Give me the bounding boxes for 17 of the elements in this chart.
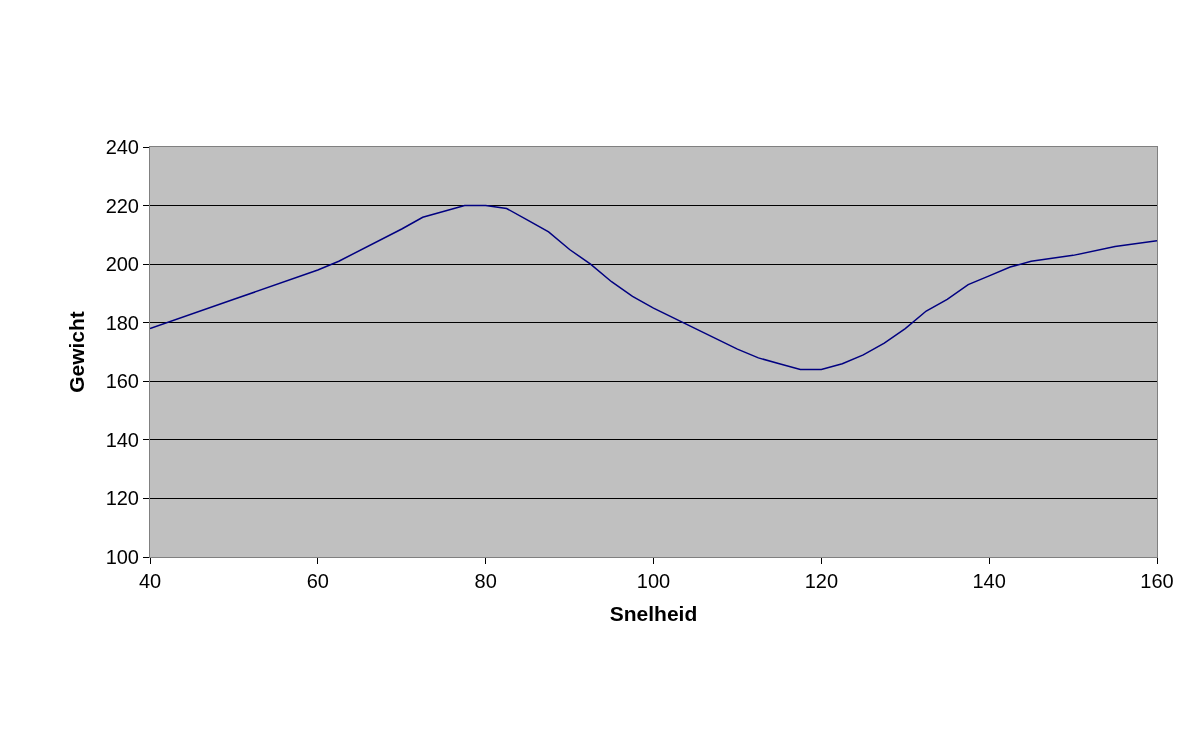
y-tick-label: 160 (105, 370, 139, 393)
y-tick-label: 180 (105, 311, 139, 334)
x-tick-label: 40 (138, 570, 162, 592)
y-tick-label: 240 (105, 136, 139, 158)
x-axis-title: Snelheid (609, 602, 698, 626)
y-tick-label: 200 (105, 253, 139, 276)
y-tick-label: 220 (105, 194, 139, 217)
x-tick-label: 140 (972, 570, 1006, 592)
y-tick-label: 100 (105, 546, 139, 568)
x-tick-label: 60 (306, 570, 329, 592)
x-tick-label: 80 (474, 570, 497, 592)
y-tick-label: 120 (105, 487, 139, 510)
y-tick-label: 140 (105, 428, 139, 451)
x-tick-label: 100 (636, 570, 671, 592)
x-tick-label: 160 (1140, 570, 1174, 592)
x-tick-label: 120 (804, 570, 839, 592)
y-axis-title: Gewicht (64, 311, 88, 393)
